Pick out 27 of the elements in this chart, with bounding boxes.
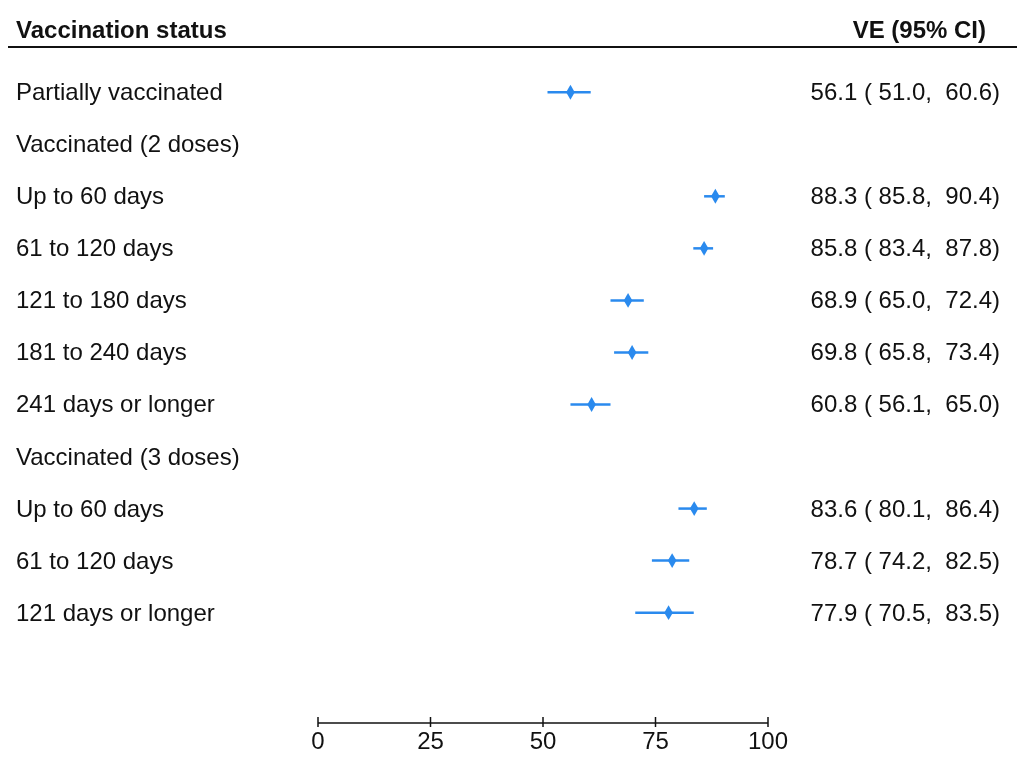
y-tick-label: Up to 60 days <box>16 494 165 522</box>
y-axis-title: Vaccination status <box>16 16 227 44</box>
y-tick-label: 181 to 240 days <box>16 338 187 366</box>
text: VE (95% CI) <box>852 16 986 44</box>
x-tick-label: 75 <box>642 727 669 754</box>
x-tick-label: 25 <box>417 727 444 754</box>
x-tick-label: 0 <box>311 727 325 754</box>
data-label: 68.9 ( 65.0, 72.4) <box>810 286 1000 314</box>
y-tick-label: Vaccinated (3 doses) <box>16 442 240 470</box>
y-tick-label: Vaccinated (2 doses) <box>16 130 240 158</box>
y-tick-label: 241 days or longer <box>16 390 215 418</box>
x-tick-label: 50 <box>529 727 557 754</box>
y-tick-label: Up to 60 days <box>16 182 165 210</box>
data-label: 56.1 ( 51.0, 60.6) <box>810 78 1000 106</box>
data-label: 83.6 ( 80.1, 86.4) <box>810 494 1000 522</box>
data-label: 78.7 ( 74.2, 82.5) <box>810 546 1000 574</box>
data-label: 85.8 ( 83.4, 87.8) <box>810 234 1000 262</box>
y-tick-label: 61 to 120 days <box>16 546 174 574</box>
y-tick-label: 121 days or longer <box>16 598 215 626</box>
data-label: 60.8 ( 56.1, 65.0) <box>810 390 1000 418</box>
y-tick-label: Partially vaccinated <box>16 78 223 106</box>
data-label: 88.3 ( 85.8, 90.4) <box>810 182 1000 210</box>
data-label: 69.8 ( 65.8, 73.4) <box>810 338 1000 366</box>
data-label: 77.9 ( 70.5, 83.5) <box>810 598 1000 626</box>
y-tick-label: 61 to 120 days <box>16 234 174 262</box>
y-tick-label: 121 to 180 days <box>16 286 187 314</box>
x-tick-label: 100 <box>747 727 789 754</box>
